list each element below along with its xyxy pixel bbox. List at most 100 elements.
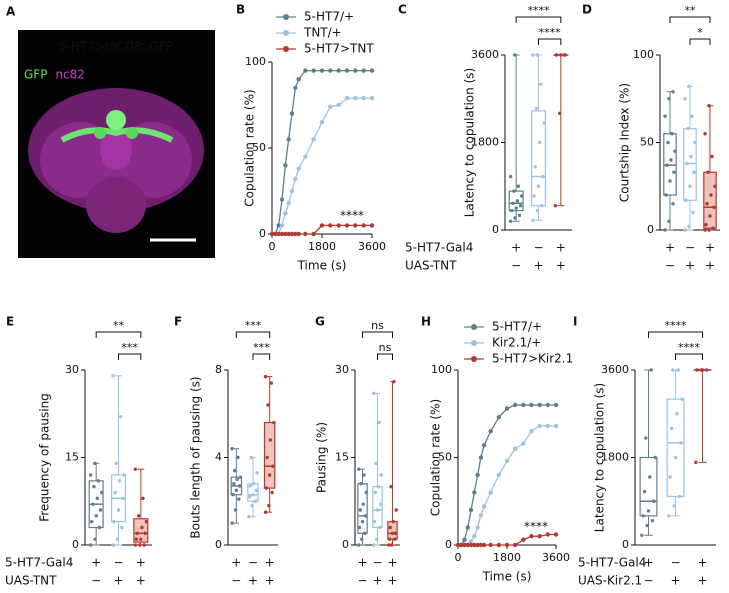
data-point (393, 537, 397, 541)
data-point (100, 490, 104, 495)
data-point (111, 543, 115, 547)
data-point (375, 508, 380, 512)
series-point (289, 111, 295, 116)
data-point (390, 531, 395, 536)
series-point (504, 458, 510, 464)
data-point (652, 499, 656, 503)
series-point (276, 231, 281, 237)
y-tick-label: 100 (633, 48, 654, 61)
data-point (688, 184, 692, 188)
series-point (353, 68, 358, 73)
significance-label: *** (121, 341, 138, 354)
data-point (710, 154, 714, 159)
data-point (511, 201, 515, 205)
data-point (644, 436, 648, 440)
panel-letter: C (398, 3, 407, 17)
data-point (250, 503, 254, 508)
data-point (685, 161, 689, 166)
y-axis-label: Pausing (%) (315, 422, 329, 493)
legend-marker (471, 324, 477, 330)
data-point (231, 492, 235, 497)
data-point (111, 374, 115, 378)
data-point (112, 519, 116, 524)
data-point (359, 482, 363, 486)
data-point (135, 531, 140, 536)
series-point (481, 504, 487, 509)
data-point (238, 475, 243, 479)
data-point (230, 447, 234, 451)
data-point (553, 203, 557, 208)
series-point (545, 423, 551, 429)
data-point (563, 53, 567, 57)
data-point (121, 496, 125, 501)
panel-letter: A (6, 5, 16, 19)
y-tick-label: 4 (215, 451, 222, 464)
data-point (360, 519, 365, 524)
series-point (283, 211, 288, 216)
data-point (247, 495, 252, 499)
condition-symbol: − (643, 574, 653, 588)
data-point (377, 420, 381, 425)
significance-label: ** (685, 4, 697, 17)
data-point (648, 475, 652, 479)
data-point (532, 194, 536, 198)
series-point (537, 402, 542, 408)
series-point (512, 446, 518, 451)
significance-label: **** (539, 26, 562, 39)
series-point (303, 231, 308, 237)
data-point (254, 488, 259, 493)
legend-marker (283, 46, 289, 52)
series-point (553, 423, 559, 429)
data-point (237, 484, 242, 488)
y-tick-label: 0 (259, 227, 266, 240)
data-point (708, 214, 712, 218)
series-point (369, 68, 375, 73)
significance-label: **** (678, 341, 701, 354)
series-point (465, 542, 470, 548)
condition-symbol: + (248, 574, 258, 588)
series-point (468, 507, 474, 513)
panel-letter: F (174, 315, 182, 329)
series-point (521, 537, 526, 542)
y-tick-label: 0 (622, 538, 629, 551)
x-tick-label: 3600 (358, 240, 386, 253)
series-point (344, 68, 350, 73)
y-tick-label: 3600 (471, 48, 499, 61)
data-point (97, 525, 102, 530)
series-point (293, 176, 298, 182)
data-point (508, 219, 513, 223)
data-point (267, 473, 272, 477)
box (263, 421, 276, 489)
y-tick-label: 50 (640, 136, 654, 149)
significance-label: ** (113, 319, 125, 332)
annotation: **** (340, 209, 364, 223)
y-axis-label: Copulation rate (%) (243, 89, 257, 206)
series-point (455, 542, 461, 548)
series-point (353, 223, 358, 228)
series-point (468, 542, 474, 548)
data-point (390, 543, 394, 547)
data-point (253, 499, 258, 503)
condition-symbol: − (685, 241, 695, 255)
y-tick-label: 1800 (471, 136, 499, 149)
significance-bracket (515, 16, 562, 23)
data-point (373, 490, 377, 495)
data-point (248, 484, 253, 488)
data-point (671, 202, 675, 206)
y-tick-label: 1800 (601, 451, 629, 464)
series-point (328, 223, 333, 228)
y-tick-label: 30 (65, 363, 79, 376)
data-point (376, 484, 380, 489)
significance-bracket (95, 331, 142, 338)
data-point (706, 170, 710, 174)
box (530, 110, 547, 207)
series-point (465, 525, 470, 530)
data-point (357, 525, 362, 530)
series-point (529, 429, 534, 434)
data-point (533, 165, 537, 169)
data-point (267, 503, 271, 508)
data-point (143, 531, 147, 536)
data-point (94, 514, 98, 518)
data-point (539, 82, 543, 86)
data-point (251, 492, 255, 497)
